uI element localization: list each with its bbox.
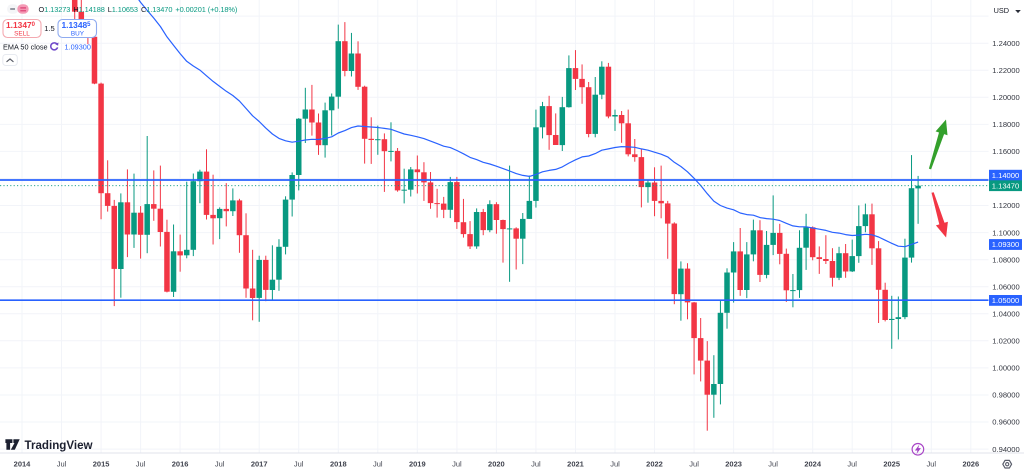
svg-text:1.08000: 1.08000	[992, 255, 1019, 264]
svg-text:1.13470: 1.13470	[992, 181, 1019, 190]
svg-text:Jul: Jul	[689, 460, 699, 469]
svg-text:Jul: Jul	[847, 460, 857, 469]
svg-text:2023: 2023	[725, 460, 742, 469]
svg-text:2020: 2020	[488, 460, 505, 469]
svg-text:1.10000: 1.10000	[992, 228, 1019, 237]
svg-text:2021: 2021	[567, 460, 584, 469]
svg-text:Jul: Jul	[136, 460, 146, 469]
svg-text:1.09300: 1.09300	[65, 43, 91, 52]
svg-text:0.98000: 0.98000	[992, 391, 1019, 400]
svg-text:1.12000: 1.12000	[992, 201, 1019, 210]
svg-text:2017: 2017	[251, 460, 268, 469]
svg-text:1.05000: 1.05000	[992, 296, 1019, 305]
svg-text:2022: 2022	[646, 460, 663, 469]
svg-text:Jul: Jul	[294, 460, 304, 469]
svg-text:1.24000: 1.24000	[992, 39, 1019, 48]
svg-text:Jul: Jul	[531, 460, 541, 469]
svg-text:BUY: BUY	[71, 31, 85, 38]
svg-text:Jul: Jul	[57, 460, 67, 469]
svg-text:2014: 2014	[14, 460, 32, 469]
svg-text:Jul: Jul	[610, 460, 620, 469]
svg-text:2015: 2015	[93, 460, 110, 469]
svg-text:1.06000: 1.06000	[992, 282, 1019, 291]
svg-text:1.04000: 1.04000	[992, 310, 1019, 319]
svg-text:Jul: Jul	[373, 460, 383, 469]
svg-text:2025: 2025	[883, 460, 900, 469]
svg-text:2019: 2019	[409, 460, 426, 469]
svg-text:Jul: Jul	[452, 460, 462, 469]
svg-text:2024: 2024	[804, 460, 822, 469]
svg-text:USD: USD	[994, 6, 1009, 15]
svg-text:1.5: 1.5	[44, 24, 55, 33]
svg-text:1.16000: 1.16000	[992, 147, 1019, 156]
svg-text:1.02000: 1.02000	[992, 337, 1019, 346]
svg-text:1.18000: 1.18000	[992, 120, 1019, 129]
svg-text:1.09300: 1.09300	[992, 240, 1019, 249]
svg-text:2026: 2026	[962, 460, 979, 469]
svg-text:0.94000: 0.94000	[992, 445, 1019, 454]
svg-text:1.14000: 1.14000	[992, 171, 1019, 180]
svg-text:2016: 2016	[172, 460, 189, 469]
svg-text:1.13485: 1.13485	[62, 20, 92, 30]
svg-text:Jul: Jul	[768, 460, 778, 469]
svg-text:0.96000: 0.96000	[992, 418, 1019, 427]
svg-text:1.20000: 1.20000	[992, 93, 1019, 102]
svg-text:TradingView: TradingView	[25, 439, 94, 452]
svg-text:1.22000: 1.22000	[992, 66, 1019, 75]
svg-text:EMA 50 close: EMA 50 close	[3, 43, 48, 52]
svg-text:1.13470: 1.13470	[6, 20, 36, 30]
svg-text:Jul: Jul	[927, 460, 937, 469]
svg-text:2018: 2018	[330, 460, 347, 469]
svg-text:SELL: SELL	[14, 31, 30, 38]
svg-text:1.00000: 1.00000	[992, 364, 1019, 373]
svg-text:Jul: Jul	[215, 460, 225, 469]
